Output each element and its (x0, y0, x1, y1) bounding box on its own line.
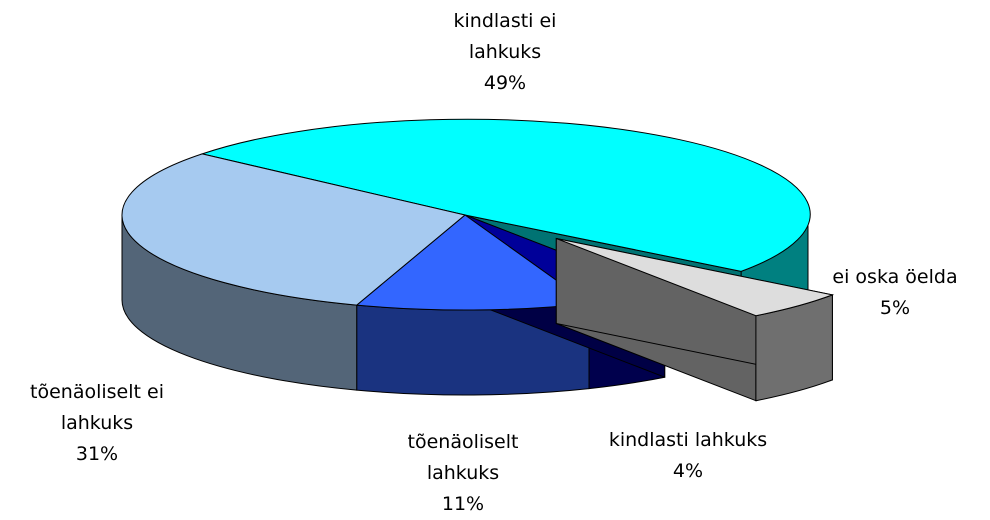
slice (556, 238, 835, 317)
category-label: kindlasti ei lahkuks (453, 10, 557, 63)
slice (200, 118, 811, 272)
value-label: 31% (75, 443, 119, 465)
category-label: tõenäoliselt ei lahkuks (30, 381, 164, 434)
category-label: ei oska öelda (832, 266, 958, 288)
category-label: kindlasti lahkuks (608, 429, 768, 451)
slice (121, 153, 467, 306)
value-label: 5% (879, 297, 911, 319)
slice-label: tõenäoliselt ei lahkuks 31% (0, 377, 197, 470)
category-label: tõenäoliselt lahkuks (407, 431, 519, 484)
slice-label: tõenäoliselt lahkuks 11% (378, 427, 548, 520)
slice-label: kindlasti lahkuks 4% (568, 425, 808, 487)
slice-label: ei oska öelda 5% (815, 262, 975, 324)
value-label: 4% (672, 460, 704, 482)
value-label: 49% (483, 72, 527, 94)
value-label: 11% (441, 493, 485, 515)
slice-label: kindlasti ei lahkuks 49% (420, 6, 590, 99)
